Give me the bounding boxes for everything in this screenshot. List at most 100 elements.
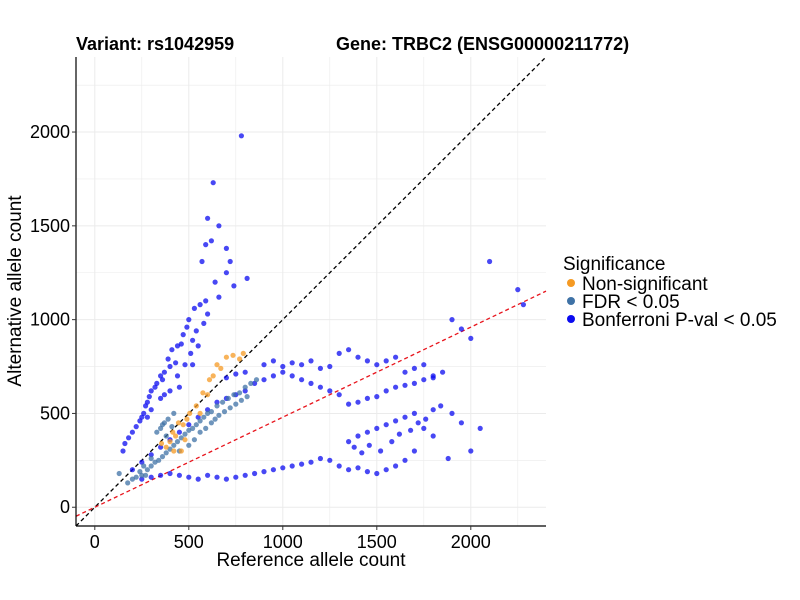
data-point bbox=[237, 390, 243, 396]
data-point bbox=[122, 440, 128, 447]
data-point bbox=[205, 392, 211, 398]
data-point bbox=[223, 245, 229, 251]
data-point bbox=[468, 448, 474, 454]
data-point bbox=[520, 302, 527, 308]
data-point bbox=[374, 425, 380, 431]
data-point bbox=[193, 422, 199, 428]
data-points bbox=[116, 133, 527, 486]
data-point bbox=[393, 384, 399, 390]
data-point bbox=[210, 180, 216, 186]
legend-label: Non-significant bbox=[582, 274, 708, 295]
data-point bbox=[216, 412, 222, 418]
data-point bbox=[336, 463, 342, 469]
data-point bbox=[180, 332, 186, 338]
legend-title: Significance bbox=[563, 254, 665, 275]
data-point bbox=[199, 258, 205, 265]
data-point bbox=[253, 377, 260, 383]
data-point bbox=[205, 472, 211, 478]
data-point bbox=[221, 409, 228, 415]
data-point bbox=[468, 335, 474, 341]
data-point bbox=[374, 362, 380, 368]
data-point bbox=[206, 377, 213, 383]
data-point bbox=[197, 429, 203, 435]
data-point bbox=[411, 448, 417, 454]
data-point bbox=[171, 442, 177, 448]
data-point bbox=[216, 294, 222, 300]
data-point bbox=[148, 455, 154, 462]
data-point bbox=[227, 405, 233, 411]
y-axis-label: Alternative allele count bbox=[5, 195, 26, 387]
data-point bbox=[137, 469, 143, 475]
data-point bbox=[161, 369, 167, 375]
data-point bbox=[299, 377, 305, 383]
identity-reference-line bbox=[75, 56, 547, 527]
data-point bbox=[430, 375, 436, 381]
data-point bbox=[159, 377, 166, 383]
data-point bbox=[242, 388, 248, 394]
data-point bbox=[218, 365, 224, 371]
data-point bbox=[327, 457, 333, 463]
data-point bbox=[186, 422, 192, 428]
reference-lines bbox=[75, 56, 547, 527]
data-point bbox=[156, 457, 162, 463]
data-point bbox=[203, 425, 209, 431]
x-tick-label: 0 bbox=[90, 532, 100, 552]
data-point bbox=[212, 279, 218, 285]
data-point bbox=[148, 388, 154, 394]
data-point bbox=[214, 399, 220, 405]
data-point bbox=[383, 358, 389, 364]
data-point bbox=[171, 448, 177, 454]
data-point bbox=[308, 380, 314, 386]
data-point bbox=[178, 448, 184, 454]
data-point bbox=[146, 394, 152, 400]
data-point bbox=[193, 328, 199, 334]
tick-labels: 0 500 1000 1500 2000 0 500 1000 1500 2000 bbox=[30, 122, 491, 552]
data-point bbox=[402, 382, 408, 388]
data-point bbox=[133, 424, 139, 430]
data-point bbox=[174, 373, 181, 379]
legend-swatch bbox=[567, 279, 575, 287]
data-point bbox=[231, 283, 237, 289]
data-point bbox=[445, 455, 451, 462]
data-point bbox=[487, 258, 493, 265]
data-point bbox=[195, 343, 201, 349]
data-point bbox=[200, 390, 206, 396]
data-point bbox=[170, 429, 176, 435]
data-point bbox=[208, 409, 214, 415]
y-tick-label: 500 bbox=[40, 403, 70, 423]
data-point bbox=[197, 418, 203, 424]
data-point bbox=[231, 392, 237, 398]
data-point bbox=[308, 459, 314, 465]
data-point bbox=[223, 476, 229, 482]
data-point bbox=[280, 465, 286, 471]
data-point bbox=[423, 416, 429, 422]
data-point bbox=[175, 420, 182, 426]
data-point bbox=[415, 420, 421, 426]
data-point bbox=[449, 317, 455, 323]
data-point bbox=[421, 362, 427, 368]
data-point bbox=[355, 433, 361, 439]
data-point bbox=[176, 384, 182, 390]
data-point bbox=[402, 457, 408, 463]
chart-title-left: Variant: rs1042959 bbox=[76, 34, 234, 54]
data-point bbox=[201, 414, 207, 420]
data-point bbox=[227, 258, 233, 265]
data-point bbox=[223, 354, 229, 360]
data-point bbox=[191, 437, 197, 443]
data-point bbox=[191, 305, 197, 311]
data-point bbox=[261, 362, 267, 368]
data-point bbox=[280, 369, 286, 375]
fit-reference-line bbox=[75, 290, 547, 517]
data-point bbox=[289, 373, 295, 379]
data-point bbox=[148, 407, 154, 413]
data-point bbox=[165, 416, 171, 422]
axes bbox=[75, 57, 546, 527]
x-tick-label: 1500 bbox=[357, 532, 397, 552]
x-axis-label: Reference allele count bbox=[216, 550, 406, 571]
data-point bbox=[458, 420, 464, 426]
data-point bbox=[205, 311, 211, 317]
data-point bbox=[195, 476, 201, 482]
data-point bbox=[383, 422, 389, 428]
x-tick-label: 1000 bbox=[263, 532, 303, 552]
